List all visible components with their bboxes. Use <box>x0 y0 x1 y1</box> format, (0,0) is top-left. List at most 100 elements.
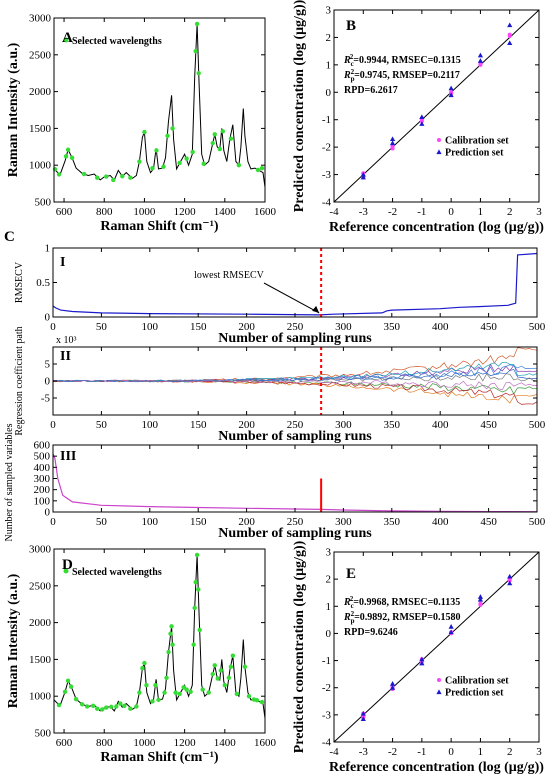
selected-wavelength-point <box>190 149 195 155</box>
y-tick-label: -3 <box>322 169 332 181</box>
legend-marker-calibration <box>437 138 441 142</box>
selected-wavelength-point <box>228 664 234 669</box>
selected-wavelength-point <box>200 687 205 692</box>
selected-wavelength-point <box>52 167 58 172</box>
selected-wavelength-point <box>201 161 206 166</box>
selected-wavelength-point <box>194 21 200 27</box>
coefficient-path <box>52 361 538 383</box>
panel-label-b: B <box>346 18 356 34</box>
selected-wavelength-point <box>192 605 197 611</box>
x-axis-label: Reference concentration (log (μg/g)) <box>329 760 544 775</box>
spectrum-line <box>53 23 266 188</box>
x-tick-label: -4 <box>329 206 339 218</box>
x-tick-label: 3 <box>536 206 542 218</box>
y-tick-label: 5 <box>45 359 51 371</box>
selected-wavelength-point <box>168 631 173 636</box>
selected-wavelength-point <box>68 684 74 689</box>
selected-wavelength-point <box>104 705 109 710</box>
plot-frame <box>52 444 538 513</box>
x-tick-label: 500 <box>529 321 546 333</box>
selected-wavelength-point <box>184 156 189 161</box>
prediction-point <box>477 596 484 602</box>
prediction-point <box>477 594 484 599</box>
selected-wavelength-point <box>215 676 220 681</box>
selected-wavelength-point <box>56 172 62 177</box>
x-tick-label: 150 <box>190 321 207 333</box>
coefficient-path <box>52 347 538 383</box>
legend-calibration-set: Calibration set <box>445 136 509 147</box>
x-tick-label: 400 <box>432 321 449 333</box>
selected-wavelength-point <box>210 140 215 146</box>
y-axis-label: Number of sampled variables <box>4 423 15 541</box>
legend-marker-selected <box>63 37 69 43</box>
selected-wavelength-point <box>177 160 182 166</box>
prediction-point <box>389 681 396 686</box>
calibration-point <box>478 62 483 67</box>
prediction-point <box>389 140 396 146</box>
x-tick-label: 350 <box>384 516 401 528</box>
selected-wavelength-point <box>210 671 215 677</box>
y-tick-label: 1500 <box>29 123 52 135</box>
x-tick-label: 800 <box>96 206 113 218</box>
selected-wavelength-point <box>259 699 265 705</box>
panel-c-iii: 0 50 100 150 200 250 300 350 400 450 5000100200300… <box>4 423 546 541</box>
x-tick-label: 2 <box>507 746 513 758</box>
subpanel-label-ii: II <box>60 349 71 364</box>
prediction-point <box>419 660 425 666</box>
x-tick-label: 3 <box>536 746 542 758</box>
x-tick-label: 2 <box>507 206 513 218</box>
selected-wavelength-point <box>154 148 159 153</box>
selected-wavelength-point <box>170 126 175 131</box>
legend-selected-wavelengths: Selected wavelengths <box>72 567 162 578</box>
selected-wavelength-point <box>212 132 217 137</box>
selected-wavelength-point <box>65 147 71 152</box>
y-tick-label: 500 <box>34 451 51 463</box>
selected-wavelength-point <box>144 682 149 688</box>
legend-selected-wavelengths: Selected wavelengths <box>72 36 162 47</box>
legend-prediction-set: Prediction set <box>445 148 504 159</box>
x-tick-label: 400 <box>432 419 449 431</box>
x-tick-label: 200 <box>238 321 255 333</box>
x-tick-label: 250 <box>287 419 304 431</box>
selected-wavelength-point <box>193 48 198 54</box>
prediction-point <box>419 121 425 126</box>
x-tick-label: 1200 <box>174 206 197 218</box>
selected-wavelength-point <box>150 165 155 171</box>
calibration-point <box>390 146 395 151</box>
identity-line <box>333 551 540 743</box>
x-tick-label: 800 <box>96 737 113 749</box>
stat-rpd: RPD=9.6246 <box>344 627 398 638</box>
selected-wavelength-point <box>150 699 155 704</box>
selected-wavelength-point <box>236 163 242 168</box>
x-axis-label: Reference concentration (log (μg/g)) <box>329 220 544 235</box>
selected-wavelength-point <box>254 698 260 703</box>
selected-wavelength-point <box>79 702 85 707</box>
selected-wavelength-point <box>181 685 186 690</box>
x-tick-label: 0 <box>50 516 56 528</box>
stat-calibration: Rc2=0.9944, RMSEC=0.1315 <box>343 53 461 68</box>
y-axis-label: Predicted concentration (log (μg/g)) <box>292 0 307 212</box>
selected-wavelength-point <box>170 642 175 647</box>
x-tick-label: 250 <box>287 516 304 528</box>
selected-wavelength-point <box>122 703 127 708</box>
panel-c-ii: 0 50 100 150 200 250 300 350 400 450 500 -5 0 5 Number… <box>14 326 546 444</box>
x-tick-label: 0 <box>448 746 454 758</box>
x-tick-label: 500 <box>529 516 546 528</box>
selected-wavelength-point <box>196 71 201 76</box>
y-tick-label: 300 <box>34 473 51 485</box>
x-axis-label: Raman Shift (cm⁻¹) <box>100 750 218 765</box>
y-tick-label: -1 <box>322 114 331 126</box>
y-tick-label: 500 <box>35 728 52 740</box>
plot-frame <box>53 17 266 203</box>
coefficient-exponent: x 10³ <box>56 335 77 346</box>
y-tick-label: 2000 <box>29 86 52 98</box>
selected-wavelength-point <box>95 706 100 711</box>
stat-rpd: RPD=6.2617 <box>344 85 398 96</box>
selected-wavelength-point <box>191 642 196 647</box>
y-tick-label: 3000 <box>29 544 52 556</box>
x-tick-label: 300 <box>335 516 352 528</box>
y-tick-label: 0 <box>45 376 51 388</box>
y-tick-label: 2500 <box>29 49 52 61</box>
sampled-variables-line <box>52 453 538 513</box>
selected-wavelength-point <box>156 697 161 703</box>
